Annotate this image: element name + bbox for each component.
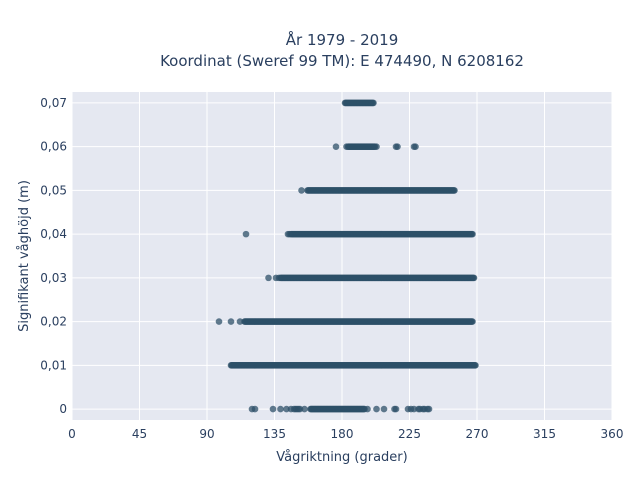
- data-point: [275, 274, 283, 282]
- data-point: [373, 143, 380, 150]
- y-tick-label: 0,07: [40, 96, 67, 110]
- y-tick-label: 0,02: [40, 315, 67, 329]
- y-axis-label: Signifikant våghöjd (m): [17, 180, 32, 332]
- data-point: [242, 230, 250, 238]
- data-point: [380, 405, 388, 413]
- data-point: [269, 405, 277, 413]
- data-point: [298, 187, 305, 194]
- y-tick-label: 0,04: [40, 227, 67, 241]
- data-point: [227, 318, 235, 325]
- x-tick-label: 180: [331, 427, 354, 441]
- y-tick-label: 0,06: [40, 140, 67, 154]
- x-axis-ticks: 0 45 90 135 180 225 270 315 360: [68, 427, 623, 441]
- x-tick-label: 315: [533, 427, 556, 441]
- chart-title-line-1: År 1979 - 2019: [286, 30, 399, 49]
- data-point: [472, 362, 479, 369]
- y-tick-label: 0,01: [40, 358, 67, 372]
- x-tick-label: 45: [132, 427, 147, 441]
- y-tick-label: 0,03: [40, 271, 67, 285]
- data-point: [425, 405, 433, 413]
- data-point: [277, 405, 284, 413]
- x-tick-label: 270: [466, 427, 489, 441]
- data-point: [236, 318, 244, 325]
- data-point: [343, 143, 350, 150]
- data-point: [469, 230, 476, 238]
- data-point: [265, 274, 272, 282]
- data-point: [370, 99, 377, 107]
- x-tick-label: 90: [199, 427, 214, 441]
- data-point: [364, 405, 371, 413]
- data-point: [392, 405, 400, 413]
- x-axis-label: Vågriktning (grader): [276, 450, 407, 465]
- data-point: [251, 405, 259, 413]
- x-tick-label: 225: [398, 427, 421, 441]
- x-tick-label: 0: [68, 427, 76, 441]
- x-tick-label: 135: [263, 427, 286, 441]
- y-axis-ticks: 0 0,01 0,02 0,03 0,04 0,05 0,06 0,07: [40, 96, 67, 416]
- data-point: [332, 143, 340, 150]
- data-point: [286, 230, 293, 238]
- data-point: [451, 187, 458, 194]
- data-point: [301, 405, 308, 413]
- x-tick-label: 360: [601, 427, 624, 441]
- data-point: [412, 143, 419, 150]
- data-point: [469, 318, 476, 325]
- data-point: [394, 143, 401, 150]
- y-tick-label: 0,05: [40, 183, 67, 197]
- y-tick-label: 0: [59, 402, 67, 416]
- data-point: [470, 274, 478, 282]
- chart-title-line-2: Koordinat (Sweref 99 TM): E 474490, N 62…: [160, 52, 524, 70]
- data-points: [215, 99, 479, 413]
- data-point: [215, 318, 223, 325]
- data-point: [373, 405, 380, 413]
